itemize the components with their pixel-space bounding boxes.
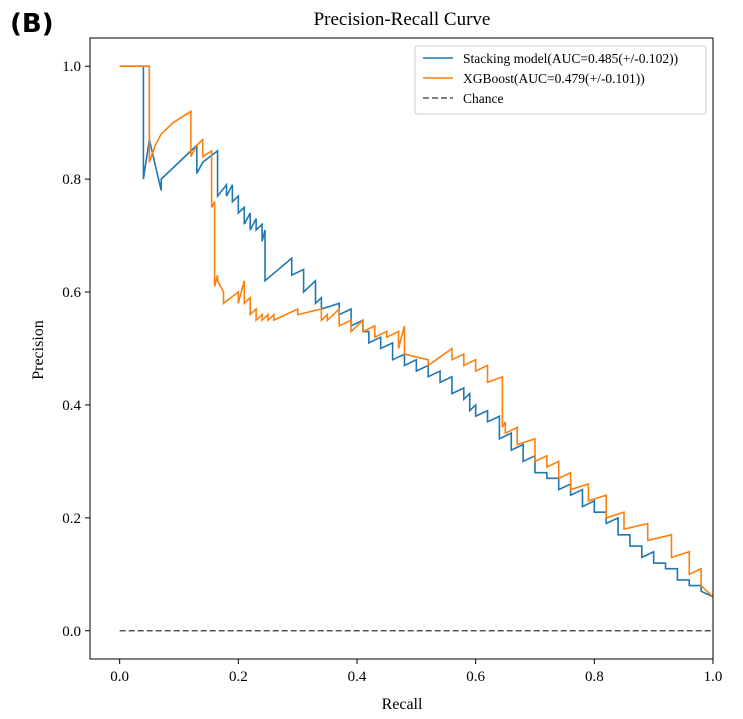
x-tick-label: 0.0 bbox=[110, 669, 129, 685]
x-axis-label: Recall bbox=[382, 696, 423, 713]
series-layer bbox=[119, 65, 714, 632]
chart-title: Precision-Recall Curve bbox=[314, 9, 491, 30]
y-tick-label: 0.6 bbox=[62, 285, 81, 301]
plot-frame bbox=[89, 37, 714, 660]
legend-box bbox=[414, 45, 707, 115]
x-tick-label: 0.6 bbox=[466, 669, 485, 685]
x-tick-label: 0.8 bbox=[585, 669, 604, 685]
series-line-0 bbox=[119, 65, 714, 598]
y-tick-label: 0.8 bbox=[62, 172, 81, 188]
series-line-1 bbox=[119, 65, 714, 598]
panel-label: (B) bbox=[10, 9, 54, 39]
legend-label-0: Stacking model(AUC=0.485(+/-0.102)) bbox=[463, 51, 678, 66]
y-axis: 0.0 0.2 0.4 0.6 0.8 1.0 bbox=[62, 59, 90, 640]
y-tick-label: 0.4 bbox=[62, 398, 81, 414]
y-tick-label: 0.2 bbox=[62, 511, 81, 527]
plot-area bbox=[90, 38, 713, 659]
x-tick-label: 1.0 bbox=[704, 669, 723, 685]
legend: Stacking model(AUC=0.485(+/-0.102)) XGBoo… bbox=[414, 45, 707, 115]
legend-label-2: Chance bbox=[463, 91, 503, 106]
legend-label-1: XGBoost(AUC=0.479(+/-0.101)) bbox=[463, 71, 645, 86]
x-tick-label: 0.2 bbox=[229, 669, 248, 685]
y-tick-label: 1.0 bbox=[62, 59, 81, 75]
y-axis-label: Precision bbox=[30, 320, 47, 380]
x-axis: 0.0 0.2 0.4 0.6 0.8 1.0 bbox=[110, 659, 722, 685]
y-tick-label: 0.0 bbox=[62, 624, 81, 640]
x-tick-label: 0.4 bbox=[348, 669, 367, 685]
